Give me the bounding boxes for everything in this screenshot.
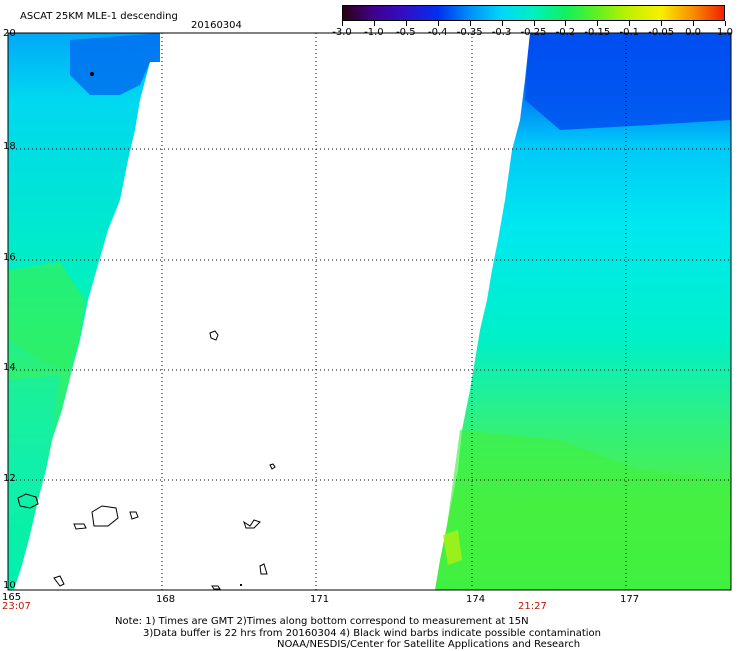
- colorbar-tick-label: -0.05: [648, 27, 675, 38]
- colorbar-tick-mark: [565, 21, 567, 26]
- island-outline: [17, 493, 39, 509]
- colorbar-tick-label: -0.1: [619, 27, 640, 38]
- grid-lines: [8, 33, 731, 590]
- lon-label-177: 177: [620, 594, 640, 605]
- colorbar-tick-mark: [373, 21, 375, 26]
- note-line-2: 3)Data buffer is 22 hrs from 20160304 4)…: [143, 628, 601, 639]
- lon-label-165: 165: [2, 592, 22, 603]
- colorbar-tick-label: -0.35: [456, 27, 483, 38]
- colorbar-tick-label: -0.15: [584, 27, 611, 38]
- island-outline: [53, 575, 65, 587]
- note-line-1: Note: 1) Times are GMT 2)Times along bot…: [115, 616, 529, 627]
- colorbar-tick-mark: [629, 21, 631, 26]
- pass-time-left: 23:07: [2, 601, 31, 612]
- left-swath-lower: [8, 375, 60, 520]
- lon-label-174: 174: [466, 594, 486, 605]
- island-outline: [243, 519, 261, 529]
- colorbar-tick-label: -0.4: [427, 27, 448, 38]
- lat-label-16: 16: [3, 252, 16, 263]
- product-date: 20160304: [191, 20, 242, 31]
- lat-label-10: 10: [3, 580, 16, 591]
- pass-time-right: 21:27: [518, 601, 547, 612]
- colorbar-tick-label: -0.2: [555, 27, 576, 38]
- lat-label-18: 18: [3, 141, 16, 152]
- lon-label-168: 168: [156, 594, 176, 605]
- colorbar-tick-label: -0.5: [396, 27, 416, 38]
- island-outline: [269, 463, 276, 470]
- colorbar-tick-mark: [725, 21, 726, 26]
- island-outline: [129, 511, 139, 520]
- island-outline: [209, 330, 219, 341]
- colorbar-tick-mark: [597, 21, 599, 26]
- colorbar-tick-mark: [437, 21, 439, 26]
- lat-label-14: 14: [3, 362, 16, 373]
- colorbar: [342, 5, 725, 21]
- colorbar-tick-label: -0.3: [491, 27, 512, 38]
- right-swath-green-bottom: [435, 430, 731, 590]
- note-line-3: NOAA/NESDIS/Center for Satellite Applica…: [277, 639, 581, 650]
- island-outlines: [17, 330, 276, 590]
- lat-label-20: 20: [3, 28, 16, 39]
- colorbar-tick-mark: [693, 21, 695, 26]
- left-swath-green-patch: [8, 262, 85, 370]
- island-outline: [73, 523, 87, 530]
- island-outline: [259, 563, 268, 575]
- colorbar-tick-mark: [405, 21, 407, 26]
- colorbar-tick-label: -1.0: [364, 27, 384, 38]
- right-swath-blue-top: [525, 33, 731, 130]
- island-dot: [240, 584, 242, 586]
- colorbar-tick-mark: [501, 21, 503, 26]
- colorbar-tick-mark: [533, 21, 535, 26]
- colorbar-tick-label: 0.0: [685, 27, 702, 38]
- island-outline: [211, 585, 221, 590]
- colorbar-tick-label: -3.0: [332, 27, 352, 38]
- product-title: ASCAT 25KM MLE-1 descending: [20, 11, 178, 22]
- right-swath-yellow-spot: [443, 530, 462, 565]
- colorbar-tick-label: -0.25: [520, 27, 547, 38]
- island-outline: [91, 505, 119, 527]
- island-dot: [90, 72, 94, 76]
- colorbar-tick-mark: [342, 21, 343, 26]
- lat-label-12: 12: [3, 473, 16, 484]
- colorbar-tick-mark: [469, 21, 471, 26]
- map-frame: [7, 32, 732, 591]
- lon-label-171: 171: [310, 594, 330, 605]
- colorbar-tick-label: 1.0: [717, 27, 733, 38]
- colorbar-tick-mark: [661, 21, 663, 26]
- left-swath-blue-patch: [70, 33, 160, 95]
